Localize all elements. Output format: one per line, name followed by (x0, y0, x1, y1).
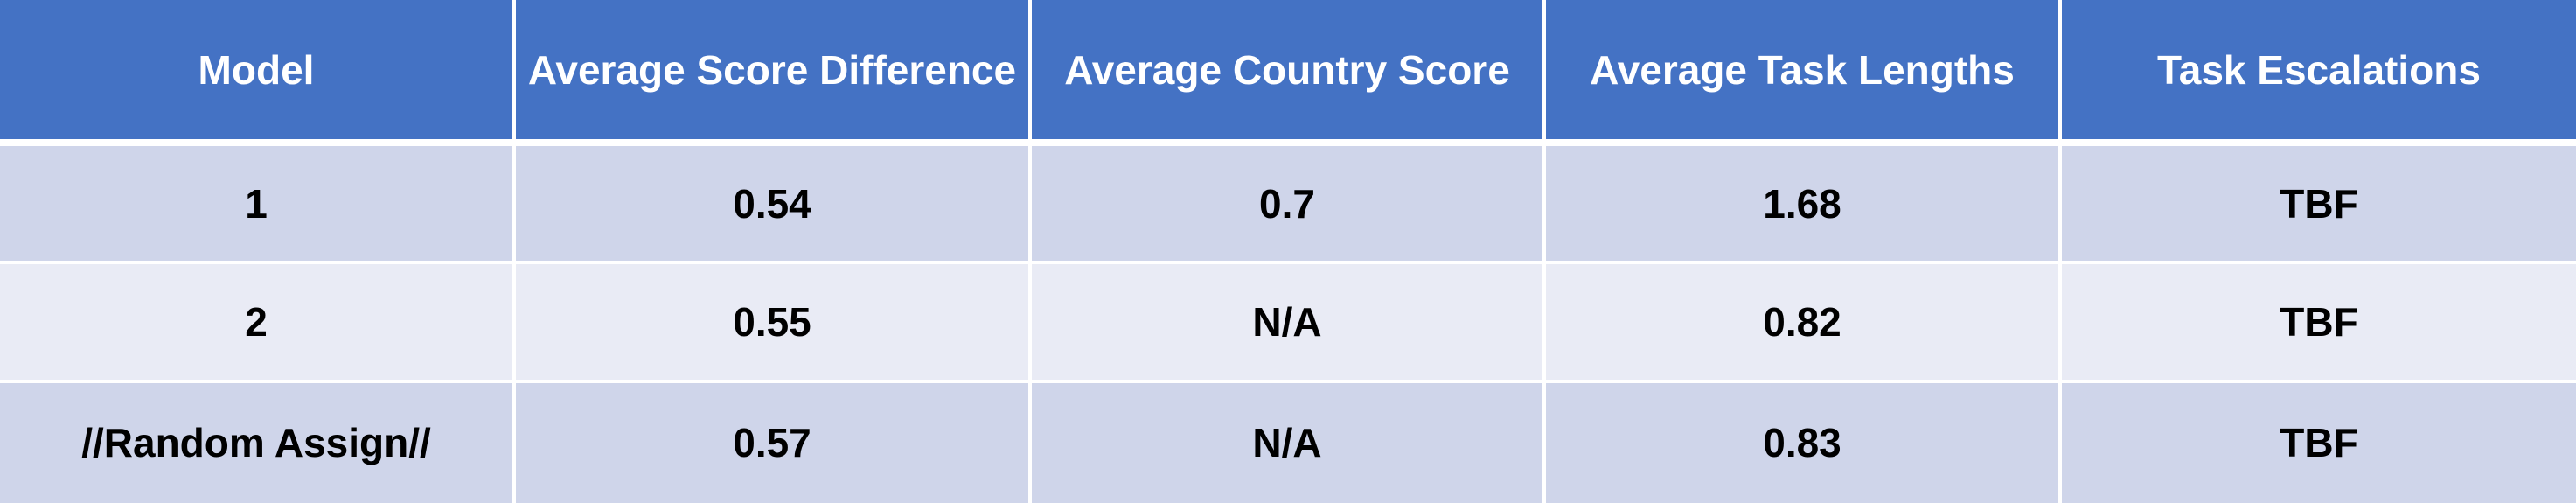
header-model: Model (0, 0, 516, 146)
cell-model: 1 (0, 146, 516, 265)
cell-task-escalations: TBF (2062, 382, 2576, 503)
cell-average-score-difference: 0.55 (516, 264, 1032, 383)
cell-average-country-score: 0.7 (1032, 146, 1546, 265)
table-row: 1 0.54 0.7 1.68 TBF (0, 146, 2576, 265)
cell-average-country-score: N/A (1032, 264, 1546, 383)
table-row: 2 0.55 N/A 0.82 TBF (0, 264, 2576, 383)
cell-average-score-difference: 0.57 (516, 382, 1032, 503)
cell-average-task-lengths: 0.83 (1546, 382, 2062, 503)
cell-task-escalations: TBF (2062, 146, 2576, 265)
cell-average-task-lengths: 1.68 (1546, 146, 2062, 265)
header-average-score-difference: Average Score Difference (516, 0, 1032, 146)
cell-model: 2 (0, 264, 516, 383)
header-average-task-lengths: Average Task Lengths (1546, 0, 2062, 146)
table-row: //Random Assign// 0.57 N/A 0.83 TBF (0, 382, 2576, 503)
cell-average-score-difference: 0.54 (516, 146, 1032, 265)
cell-average-country-score: N/A (1032, 382, 1546, 503)
cell-model: //Random Assign// (0, 382, 516, 503)
header-average-country-score: Average Country Score (1032, 0, 1546, 146)
cell-average-task-lengths: 0.82 (1546, 264, 2062, 383)
table-header-row: Model Average Score Difference Average C… (0, 0, 2576, 146)
header-task-escalations: Task Escalations (2062, 0, 2576, 146)
cell-task-escalations: TBF (2062, 264, 2576, 383)
